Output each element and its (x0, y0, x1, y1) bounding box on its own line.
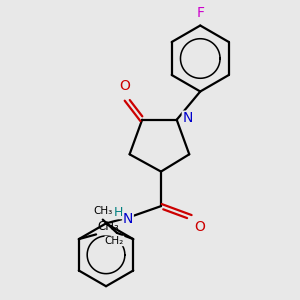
Text: O: O (194, 220, 205, 234)
Text: F: F (196, 6, 204, 20)
Text: CH₂: CH₂ (105, 236, 124, 246)
Text: CH₃: CH₃ (98, 220, 119, 233)
Text: O: O (119, 79, 130, 93)
Text: N: N (182, 111, 193, 125)
Text: N: N (123, 212, 133, 226)
Text: H: H (114, 206, 123, 219)
Text: CH₃: CH₃ (93, 206, 112, 216)
